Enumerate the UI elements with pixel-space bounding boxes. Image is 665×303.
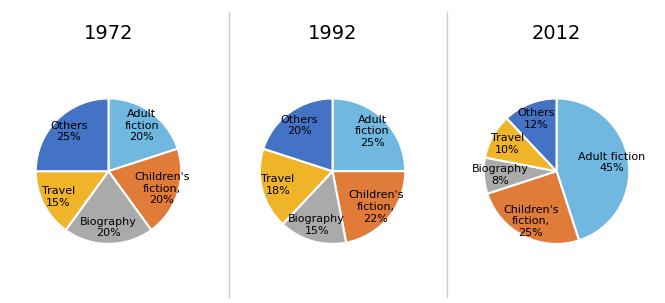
Text: Adult fiction
45%: Adult fiction 45%: [579, 152, 646, 173]
Wedge shape: [66, 171, 151, 244]
Wedge shape: [485, 118, 557, 171]
Wedge shape: [557, 98, 629, 240]
Wedge shape: [507, 98, 557, 171]
Text: Others
25%: Others 25%: [50, 121, 88, 142]
Wedge shape: [108, 149, 181, 230]
Wedge shape: [36, 171, 108, 230]
Wedge shape: [332, 171, 405, 243]
Text: Children's
fiction,
25%: Children's fiction, 25%: [503, 205, 559, 238]
Text: Travel
18%: Travel 18%: [261, 175, 295, 196]
Text: Others
20%: Others 20%: [281, 115, 318, 136]
Text: Travel
10%: Travel 10%: [491, 133, 524, 155]
Wedge shape: [263, 98, 332, 171]
Text: Children's
fiction,
20%: Children's fiction, 20%: [134, 172, 190, 205]
Text: Biography
20%: Biography 20%: [80, 217, 137, 238]
Title: 1992: 1992: [308, 24, 357, 43]
Text: Biography
15%: Biography 15%: [289, 215, 345, 236]
Text: Adult
fiction
20%: Adult fiction 20%: [124, 109, 159, 142]
Wedge shape: [36, 98, 108, 171]
Title: 2012: 2012: [532, 24, 581, 43]
Wedge shape: [283, 171, 346, 244]
Wedge shape: [483, 158, 557, 194]
Title: 1972: 1972: [84, 24, 133, 43]
Text: Others
12%: Others 12%: [517, 108, 555, 130]
Text: Children's
fiction,
22%: Children's fiction, 22%: [348, 191, 404, 224]
Text: Adult
fiction
25%: Adult fiction 25%: [355, 115, 390, 148]
Text: Biography
8%: Biography 8%: [472, 164, 529, 185]
Wedge shape: [487, 171, 579, 244]
Wedge shape: [260, 149, 332, 224]
Wedge shape: [108, 98, 178, 171]
Wedge shape: [332, 98, 405, 171]
Text: Travel
15%: Travel 15%: [42, 186, 75, 208]
